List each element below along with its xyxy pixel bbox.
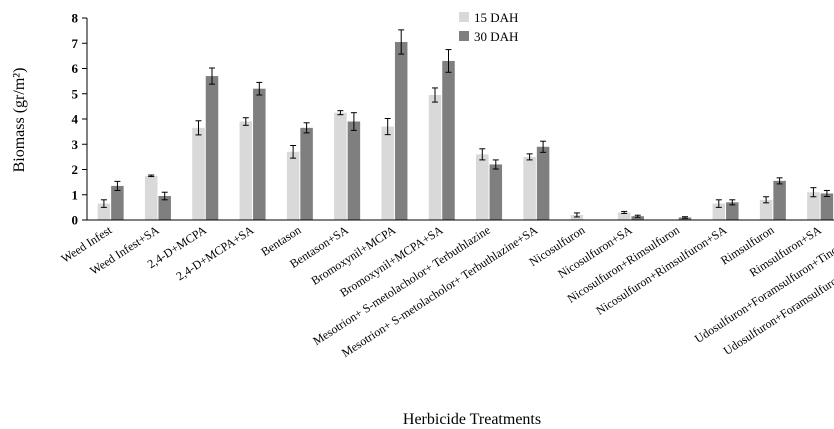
bar-30-dah — [678, 217, 692, 220]
bar-30-dah — [111, 185, 124, 220]
bar-15-dah — [144, 175, 158, 220]
bar-30-dah — [394, 41, 408, 220]
bar-30-dah — [536, 146, 550, 220]
bar-15-dah — [97, 203, 111, 220]
bar-15-dah — [712, 203, 726, 220]
bar-15-dah — [428, 95, 442, 220]
bar-15-dah — [523, 156, 536, 220]
y-tick-label: 8 — [72, 11, 79, 26]
bar-30-dah — [726, 202, 739, 220]
legend-swatch — [459, 12, 469, 22]
bar-30-dah — [253, 88, 266, 220]
y-axis-title: Biomass (gr/m²) — [11, 68, 28, 173]
bar-30-dah — [442, 60, 455, 220]
bar-15-dah — [476, 154, 489, 220]
bar-15-dah — [617, 212, 631, 220]
legend-swatch — [459, 31, 469, 41]
bar-15-dah — [192, 127, 205, 220]
bar-30-dah — [489, 164, 503, 220]
bar-15-dah — [570, 214, 584, 220]
bars — [97, 29, 834, 220]
bar-30-dah — [347, 121, 361, 220]
bar-30-dah — [158, 196, 171, 220]
bar-30-dah — [631, 216, 644, 220]
y-tick-label: 4 — [72, 112, 79, 127]
legend-label: 30 DAH — [474, 29, 518, 44]
y-axis: 0 1 2 3 4 5 6 7 8 — [72, 11, 88, 228]
y-tick-label: 7 — [72, 36, 79, 51]
y-tick-label: 2 — [72, 162, 79, 177]
legend: 15 DAH 30 DAH — [459, 10, 518, 44]
bar-30-dah — [205, 76, 219, 220]
bar-30-dah — [820, 193, 834, 220]
bar-30-dah — [773, 180, 786, 220]
bar-15-dah — [239, 121, 253, 220]
bar-15-dah — [381, 126, 394, 220]
legend-label: 15 DAH — [474, 10, 518, 25]
y-tick-label: 6 — [72, 61, 79, 76]
bar-30-dah — [300, 127, 313, 220]
y-tick-label: 1 — [72, 187, 79, 202]
bar-15-dah — [807, 192, 820, 220]
y-tick-label: 0 — [72, 213, 79, 228]
y-tick-label: 5 — [72, 86, 79, 101]
x-axis-title: Herbicide Treatments — [403, 411, 541, 428]
bar-15-dah — [286, 151, 300, 220]
bar-15-dah — [759, 199, 773, 220]
y-tick-label: 3 — [72, 137, 79, 152]
bar-15-dah — [334, 112, 347, 220]
